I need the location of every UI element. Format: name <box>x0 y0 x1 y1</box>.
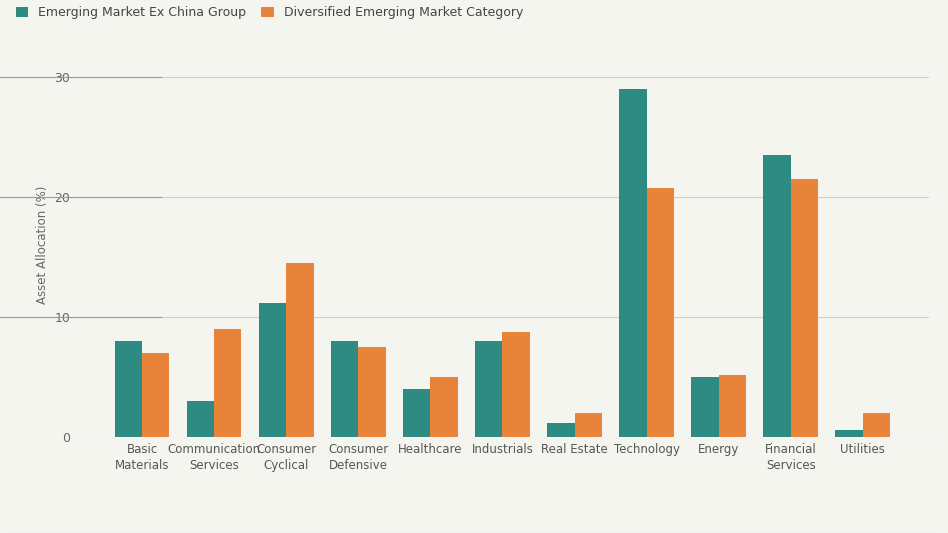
Bar <box>547 423 574 437</box>
Bar <box>502 332 530 437</box>
Bar <box>331 341 358 437</box>
Bar <box>863 413 890 437</box>
Bar <box>115 341 142 437</box>
Legend: Emerging Market Ex China Group, Diversified Emerging Market Category: Emerging Market Ex China Group, Diversif… <box>16 6 523 19</box>
Bar <box>259 303 286 437</box>
Bar <box>574 413 602 437</box>
Bar <box>835 430 863 437</box>
Bar <box>187 401 214 437</box>
Y-axis label: Asset Allocation (%): Asset Allocation (%) <box>36 186 49 304</box>
Bar <box>475 341 502 437</box>
Bar <box>763 155 791 437</box>
Bar <box>403 389 430 437</box>
Bar <box>619 90 647 437</box>
Bar <box>430 377 458 437</box>
Bar <box>647 188 674 437</box>
Bar <box>358 347 386 437</box>
Bar <box>691 377 719 437</box>
Bar <box>286 263 314 437</box>
Bar <box>719 375 746 437</box>
Bar <box>791 179 818 437</box>
Bar <box>142 353 170 437</box>
Bar <box>214 329 242 437</box>
